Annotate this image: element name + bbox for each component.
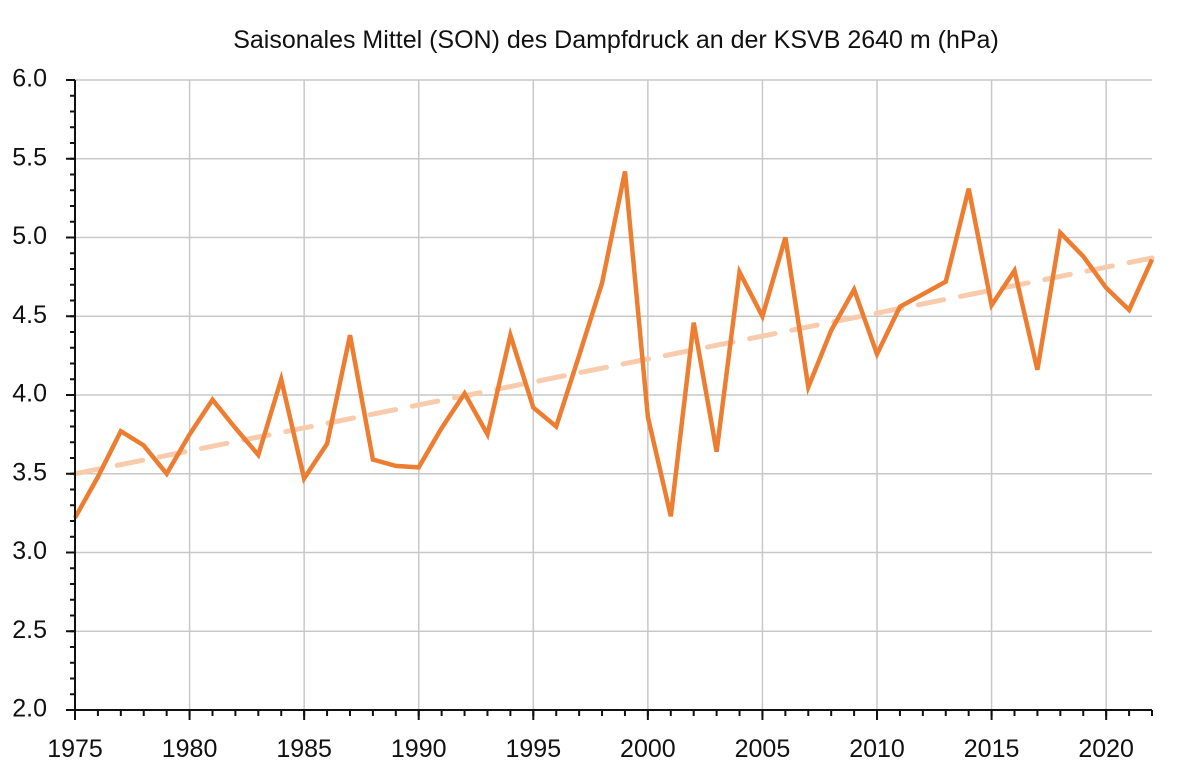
x-tick-label: 2010 <box>849 735 905 763</box>
y-tick-label: 6.0 <box>12 65 47 93</box>
y-tick-label: 5.0 <box>12 222 47 250</box>
x-tick-label: 2020 <box>1078 735 1134 763</box>
y-tick-label: 2.5 <box>12 616 47 644</box>
x-axis-ticks: 1975 1980 1985 1990 1995 2000 2005 2010 2015 2020 <box>47 710 1153 763</box>
y-tick-label: 4.5 <box>12 301 47 329</box>
trend-line-group <box>72 255 1155 477</box>
chart-title: Saisonales Mittel (SON) des Dampfdruck a… <box>233 26 999 54</box>
data-series-group <box>73 170 1155 519</box>
x-gridlines <box>188 80 1107 710</box>
x-tick-label: 2000 <box>620 735 676 763</box>
y-tick-label: 3.0 <box>12 537 47 565</box>
x-tick-label: 1995 <box>505 735 561 763</box>
x-tick-label: 2015 <box>964 735 1020 763</box>
series-line <box>73 170 1155 519</box>
y-gridlines <box>75 79 1152 632</box>
x-tick-label: 1975 <box>47 735 103 763</box>
trend-line <box>72 255 1155 477</box>
x-tick-label: 2005 <box>735 735 791 763</box>
x-tick-label: 1985 <box>276 735 332 763</box>
y-tick-label: 3.5 <box>12 458 47 486</box>
x-tick-label: 1990 <box>391 735 447 763</box>
y-tick-label: 2.0 <box>12 695 47 723</box>
y-tick-label: 5.5 <box>12 143 47 171</box>
y-tick-label: 4.0 <box>12 380 47 408</box>
x-tick-label: 1980 <box>162 735 218 763</box>
y-axis-ticks: 2.0 2.5 3.0 3.5 4.0 4.5 5.0 5.5 6.0 <box>12 65 75 723</box>
